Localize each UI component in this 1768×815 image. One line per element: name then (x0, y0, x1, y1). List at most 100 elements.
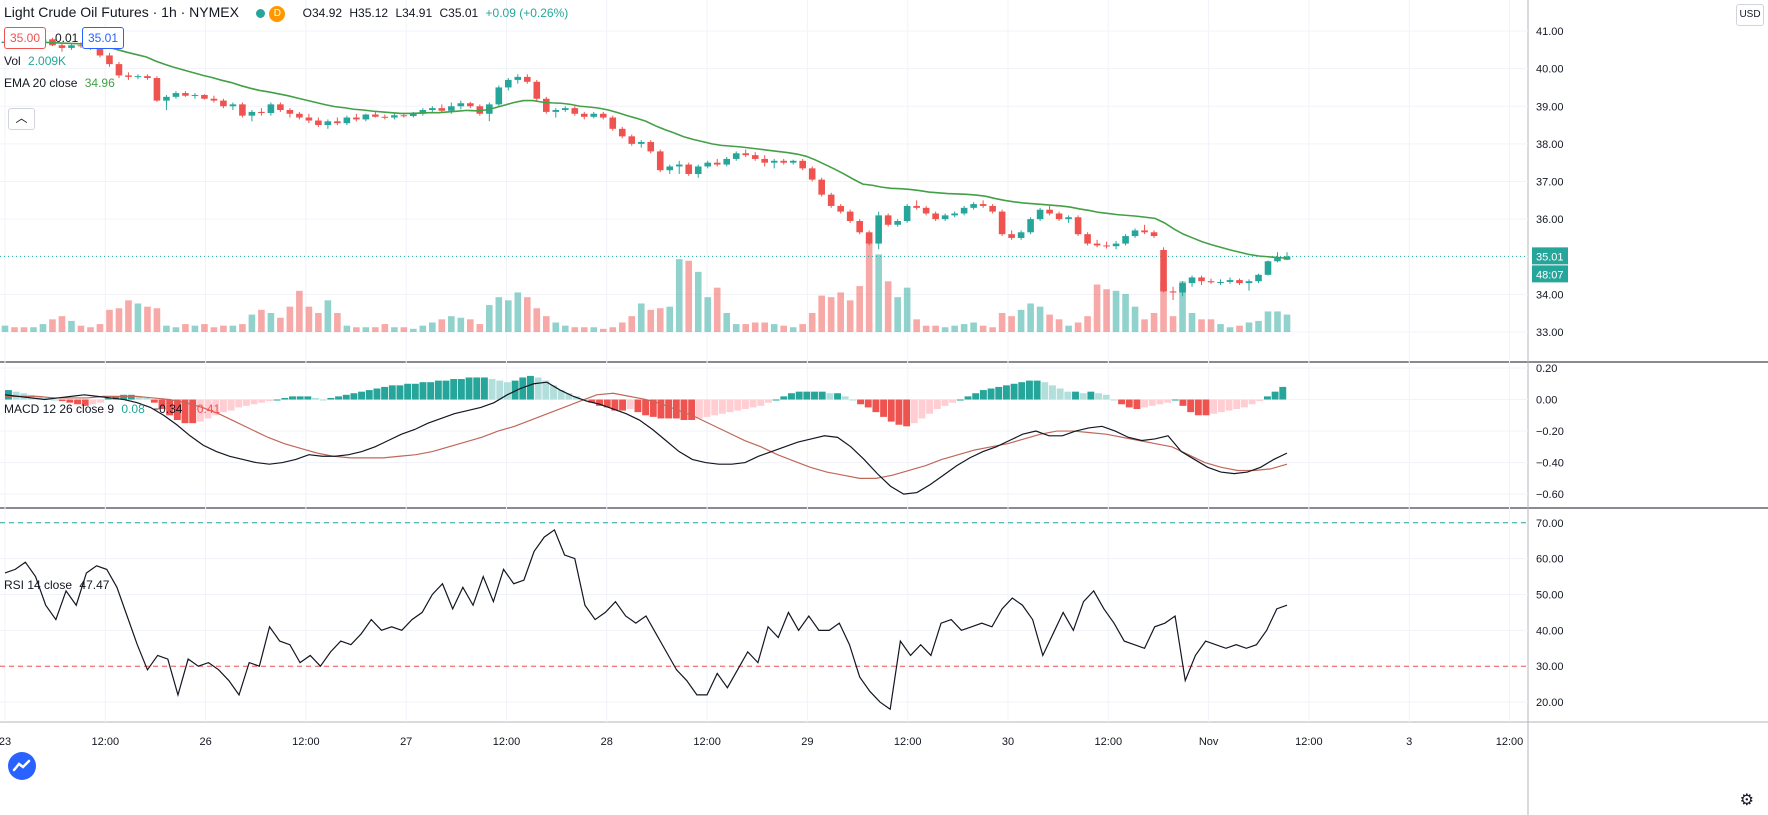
volume-bar (1046, 314, 1053, 332)
macd-histogram-bar (273, 399, 281, 401)
macd-histogram-bar (312, 397, 319, 400)
candle-body (1131, 230, 1139, 237)
macd-tick-label: 0.20 (1536, 363, 1557, 375)
macd-histogram-bar (1102, 394, 1110, 400)
price-tick-label: 39.00 (1536, 101, 1564, 113)
collapse-legend-button[interactable]: ︿ (8, 108, 35, 130)
volume-legend: Vol 2.009K (4, 54, 70, 68)
macd-histogram-bar (104, 397, 112, 400)
macd-histogram-bar (473, 377, 481, 400)
volume-bar (286, 306, 294, 332)
candle-body (637, 141, 645, 144)
candle-body (628, 136, 636, 144)
macd-histogram-bar (242, 399, 250, 406)
rsi-tick-label: 50.00 (1536, 589, 1564, 601)
macd-histogram-bar (1202, 399, 1210, 416)
rsi-label[interactable]: RSI 14 close (4, 578, 73, 592)
candle-body (1036, 209, 1044, 220)
macd-histogram-bar (381, 386, 389, 400)
macd-histogram-bar (872, 399, 880, 413)
candle-body (761, 158, 769, 163)
tradingview-logo-icon[interactable] (8, 752, 36, 780)
volume-bar (723, 313, 731, 332)
macd-histogram-bar (987, 388, 995, 400)
macd-histogram-bar (1141, 399, 1149, 408)
volume-label[interactable]: Vol (4, 54, 21, 68)
macd-histogram-bar (365, 390, 373, 400)
candle-body (115, 64, 123, 76)
candle-body (381, 116, 389, 118)
macd-histogram-bar (281, 397, 289, 400)
macd-histogram-bar (219, 399, 227, 413)
macd-histogram-bar (181, 399, 189, 424)
candle-body (277, 104, 284, 111)
macd-histogram-bar (619, 399, 627, 411)
macd-hist-value: 0.08 (121, 402, 145, 416)
macd-histogram-bar (511, 380, 519, 400)
macd-histogram-bar (427, 382, 435, 400)
macd-histogram-bar (1240, 399, 1248, 408)
macd-histogram-bar (557, 390, 565, 400)
macd-label[interactable]: MACD 12 26 close 9 (4, 402, 115, 416)
sell-button[interactable]: 35.00 (4, 27, 47, 49)
volume-bar (191, 325, 199, 332)
candle-body (647, 141, 655, 152)
macd-histogram-bar (1256, 399, 1264, 402)
volume-bar (239, 324, 246, 332)
volume-bar (68, 320, 75, 332)
candle-body (666, 166, 674, 171)
volume-bar (827, 297, 835, 332)
volume-bar (400, 327, 408, 332)
candle-body (315, 120, 322, 126)
spread-value: 0.01 (55, 31, 79, 45)
macd-histogram-bar (258, 399, 266, 403)
candle-body (751, 155, 759, 159)
macd-histogram-bar (1079, 393, 1087, 400)
candle-body (1264, 261, 1272, 275)
buy-button[interactable]: 35.01 (82, 27, 125, 49)
volume-bar (172, 327, 180, 332)
macd-histogram-bar (404, 383, 412, 400)
time-tick-label: 27 (400, 736, 412, 748)
macd-histogram-bar (841, 396, 849, 400)
macd-histogram-bar (450, 379, 458, 400)
symbol-title[interactable]: Light Crude Oil Futures · 1h · NYMEX (4, 4, 239, 20)
macd-histogram-bar (734, 399, 742, 411)
candle-body (780, 160, 787, 163)
volume-bar (789, 327, 797, 332)
macd-histogram-bar (995, 386, 1003, 400)
volume-bar (1274, 311, 1281, 332)
volume-bar (210, 327, 218, 332)
volume-bar (580, 327, 588, 332)
macd-histogram-bar (1018, 382, 1026, 400)
macd-histogram-bar (703, 399, 711, 417)
macd-histogram-bar (319, 399, 327, 401)
volume-bar (799, 324, 806, 332)
volume-bar (1283, 314, 1291, 332)
gear-icon[interactable]: ⚙ (1739, 792, 1754, 809)
rsi-tick-label: 30.00 (1536, 661, 1564, 673)
volume-bar (552, 322, 560, 332)
macd-histogram-bar (1002, 385, 1010, 400)
macd-tick-label: −0.20 (1536, 426, 1564, 438)
candle-body (1255, 274, 1262, 282)
currency-button[interactable]: USD (1736, 4, 1764, 26)
macd-histogram-bar (764, 399, 772, 403)
macd-histogram-bar (1164, 399, 1172, 403)
macd-histogram-bar (772, 399, 780, 401)
last-price-badge (1532, 247, 1568, 265)
price-tick-label: 37.00 (1536, 177, 1564, 189)
ema-label[interactable]: EMA 20 close (4, 76, 78, 90)
candle-body (305, 117, 313, 121)
volume-bar (590, 327, 598, 332)
candle-body (1150, 232, 1158, 237)
d-badge[interactable]: D (269, 5, 286, 22)
volume-bar (656, 308, 664, 332)
macd-histogram-bar (204, 399, 212, 419)
candle-body (884, 215, 892, 225)
high-value: H35.12 (349, 6, 389, 20)
volume-bar (533, 308, 541, 332)
rsi-value: 47.47 (79, 578, 110, 592)
macd-histogram-bar (680, 399, 688, 421)
